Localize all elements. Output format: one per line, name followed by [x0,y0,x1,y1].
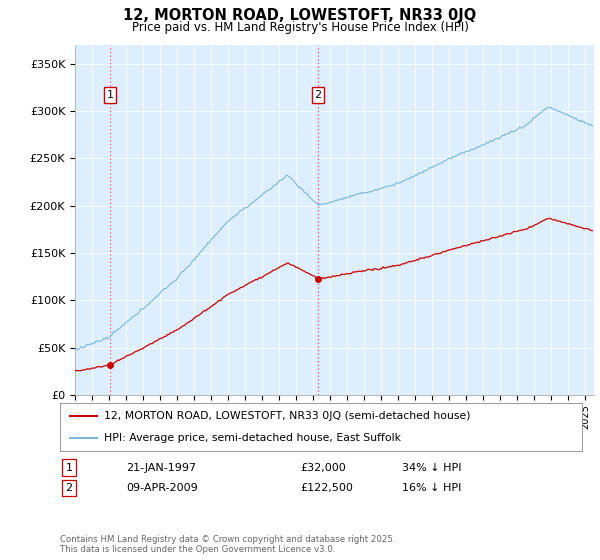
Text: 1: 1 [106,90,113,100]
Text: 16% ↓ HPI: 16% ↓ HPI [402,483,461,493]
Text: 12, MORTON ROAD, LOWESTOFT, NR33 0JQ: 12, MORTON ROAD, LOWESTOFT, NR33 0JQ [124,8,476,24]
Text: HPI: Average price, semi-detached house, East Suffolk: HPI: Average price, semi-detached house,… [104,433,401,443]
Text: £122,500: £122,500 [300,483,353,493]
Text: 34% ↓ HPI: 34% ↓ HPI [402,463,461,473]
Text: Price paid vs. HM Land Registry's House Price Index (HPI): Price paid vs. HM Land Registry's House … [131,21,469,34]
Text: £32,000: £32,000 [300,463,346,473]
Text: 1: 1 [65,463,73,473]
Text: Contains HM Land Registry data © Crown copyright and database right 2025.
This d: Contains HM Land Registry data © Crown c… [60,535,395,554]
Text: 21-JAN-1997: 21-JAN-1997 [126,463,196,473]
Text: 09-APR-2009: 09-APR-2009 [126,483,198,493]
Text: 2: 2 [314,90,322,100]
Text: 12, MORTON ROAD, LOWESTOFT, NR33 0JQ (semi-detached house): 12, MORTON ROAD, LOWESTOFT, NR33 0JQ (se… [104,411,471,421]
Text: 2: 2 [65,483,73,493]
